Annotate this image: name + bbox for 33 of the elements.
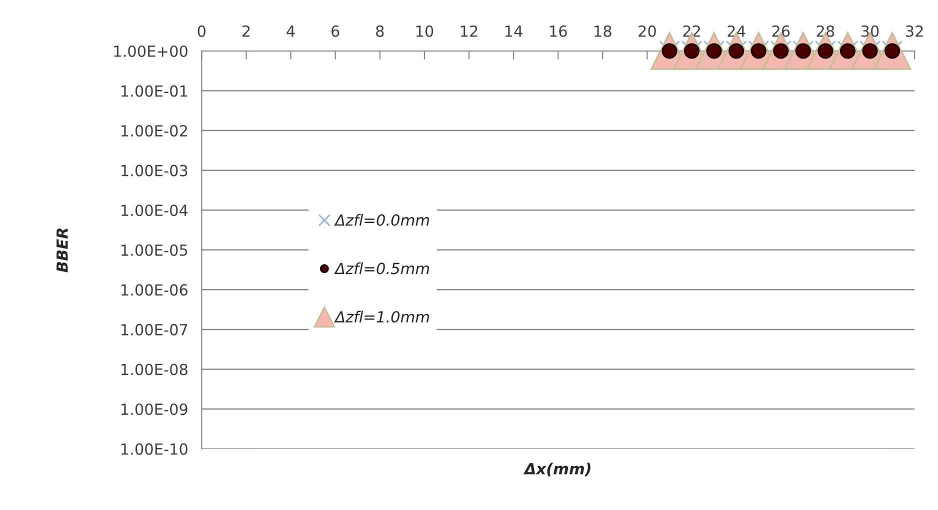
y-axis-title: BBER (56, 228, 68, 272)
y-tick-label: 1.00E-08 (122, 364, 188, 376)
x-tick-label: 32 (906, 25, 923, 37)
y-tick-label: 1.00E-01 (122, 85, 188, 97)
x-tick-label: 10 (416, 25, 434, 37)
x-tick-label: 0 (198, 25, 206, 37)
y-tick-label: 1.00E-07 (122, 324, 188, 336)
x-tick-label: 20 (638, 25, 656, 37)
y-tick-label: 1.00E-09 (122, 403, 188, 416)
y-tick-label: 1.00E+00 (114, 45, 188, 58)
legend-label: Δzfl=0.0mm (334, 214, 429, 226)
x-tick-label: 22 (683, 25, 700, 37)
x-tick-label: 2 (242, 25, 250, 37)
y-tick-label: 1.00E-10 (122, 443, 188, 455)
x-tick-label: 28 (816, 25, 834, 37)
x-tick-label: 12 (460, 25, 478, 37)
x-tick-label: 6 (332, 25, 340, 37)
x-tick-label: 4 (286, 26, 295, 37)
y-tick-label: 1.00E-03 (122, 164, 188, 176)
y-tick-label: 1.00E-06 (122, 284, 188, 296)
legend-label: Δzfl=1.0mm (334, 310, 429, 323)
x-tick-label: 16 (550, 25, 567, 37)
y-tick-label: 1.00E-04 (122, 204, 188, 216)
x-tick-label: 14 (506, 26, 522, 37)
x-tick-label: 30 (861, 25, 879, 37)
legend-label: Δzfl=0.5mm (334, 262, 429, 274)
x-tick-label: 26 (772, 25, 790, 37)
x-tick-label: 18 (594, 25, 612, 37)
x-tick-label: 24 (728, 25, 746, 37)
x-tick-label: 8 (376, 25, 384, 37)
y-tick-label: 1.00E-02 (122, 125, 187, 137)
x-axis-title: Δx(mm) (523, 462, 590, 476)
y-tick-label: 1.00E-05 (122, 244, 188, 256)
